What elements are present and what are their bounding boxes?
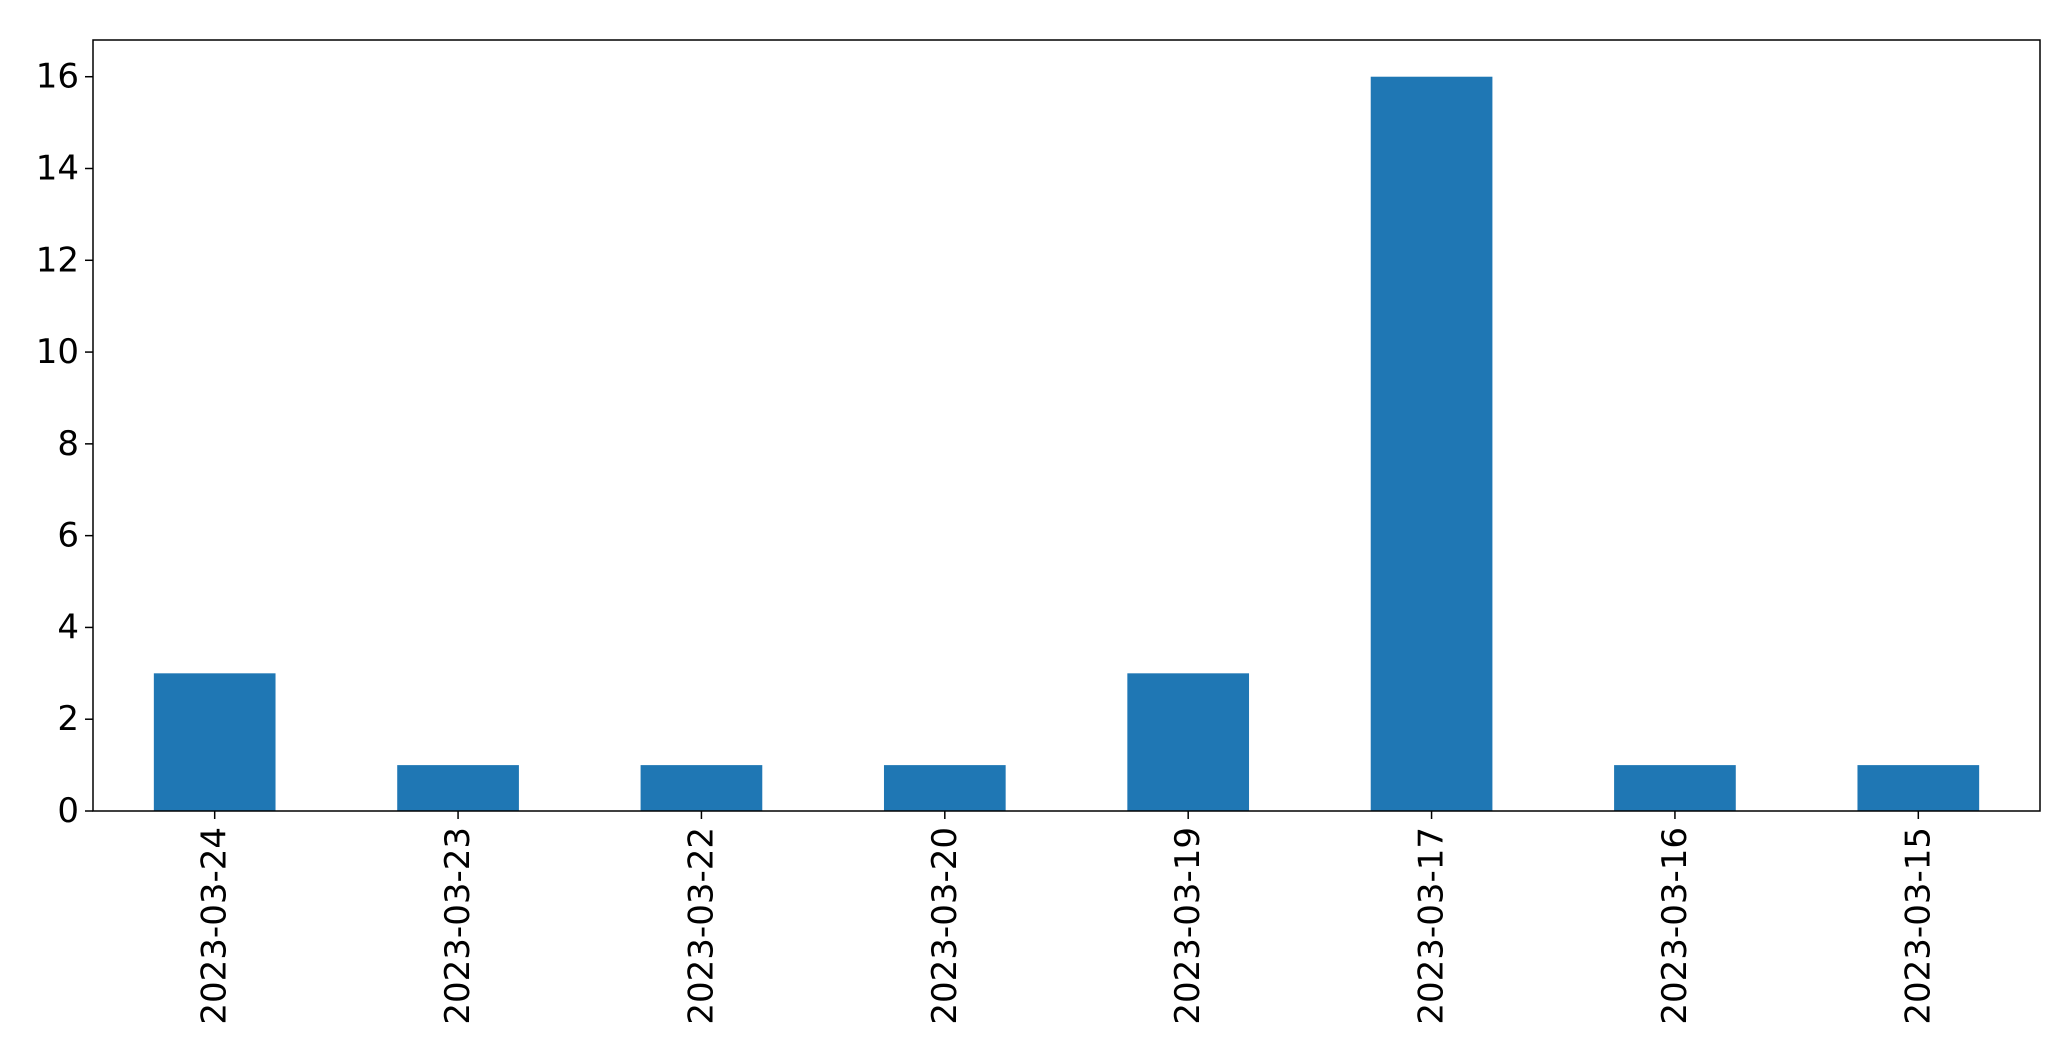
x-tick-label: 2023-03-16 xyxy=(1655,827,1695,1025)
x-tick-label: 2023-03-15 xyxy=(1898,827,1938,1025)
y-tick-label: 10 xyxy=(36,332,79,372)
y-tick-label: 14 xyxy=(36,149,79,189)
bar-2023-03-15 xyxy=(1857,765,1980,811)
bar-2023-03-20 xyxy=(883,765,1006,811)
x-tick-label: 2023-03-23 xyxy=(438,827,478,1025)
y-tick-label: 2 xyxy=(57,699,79,739)
x-tick-label: 2023-03-24 xyxy=(195,827,235,1025)
y-tick-label: 16 xyxy=(36,57,79,97)
bar-2023-03-19 xyxy=(1127,673,1250,811)
x-tick-label: 2023-03-22 xyxy=(681,827,721,1025)
bar-2023-03-24 xyxy=(153,673,276,811)
y-tick-label: 0 xyxy=(57,791,79,831)
y-tick-label: 6 xyxy=(57,516,79,556)
y-tick-label: 8 xyxy=(57,424,79,464)
bar-2023-03-16 xyxy=(1614,765,1736,811)
bars-layer xyxy=(153,76,1980,811)
y-tick-label: 12 xyxy=(36,240,79,280)
axes-frame xyxy=(92,39,2041,812)
bar-2023-03-22 xyxy=(640,765,763,811)
x-tick-label: 2023-03-19 xyxy=(1168,827,1208,1025)
x-tick-label: 2023-03-17 xyxy=(1412,827,1452,1025)
y-axis-ticks: 0 2 4 6 8 10 12 14 16 xyxy=(36,57,93,831)
bar-2023-03-17 xyxy=(1370,76,1493,811)
y-tick-label: 4 xyxy=(57,607,79,647)
bar-2023-03-23 xyxy=(397,765,519,811)
x-axis-ticks: 2023-03-24 2023-03-23 2023-03-22 2023-03-20… xyxy=(195,811,1938,1025)
x-tick-label: 2023-03-20 xyxy=(925,827,965,1025)
